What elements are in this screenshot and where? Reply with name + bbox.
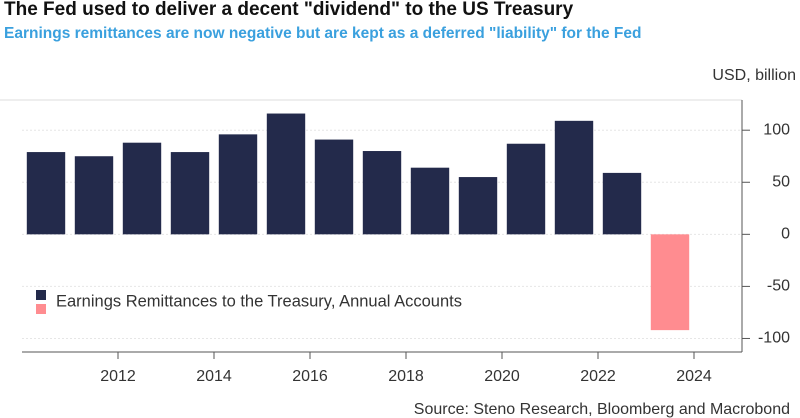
- legend-label: Earnings Remittances to the Treasury, An…: [56, 292, 462, 310]
- bar: [26, 152, 66, 235]
- x-tick-label: 2016: [292, 368, 328, 385]
- y-tick-label: 50: [772, 173, 790, 190]
- bar: [218, 134, 258, 235]
- x-tick-label: 2022: [580, 368, 616, 385]
- source: Source: Steno Research, Bloomberg and Ma…: [414, 401, 790, 418]
- x-tick-label: 2020: [484, 368, 520, 385]
- chart-title: The Fed used to deliver a decent "divide…: [4, 0, 574, 20]
- x-tick-label: 2024: [676, 368, 712, 385]
- bar: [314, 139, 354, 235]
- x-tick-label: 2018: [388, 368, 424, 385]
- bar: [458, 177, 498, 235]
- bar: [170, 152, 210, 235]
- bar: [602, 172, 642, 235]
- bar: [362, 151, 402, 235]
- y-tick-label: 100: [763, 121, 790, 138]
- bar: [554, 120, 594, 235]
- bar: [506, 143, 546, 235]
- legend-swatch: [36, 304, 46, 314]
- bar: [650, 234, 690, 331]
- chart-subtitle: Earnings remittances are now negative bu…: [4, 25, 641, 42]
- x-tick-label: 2014: [196, 368, 232, 385]
- x-tick-label: 2012: [100, 368, 136, 385]
- y-tick-label: -100: [758, 330, 790, 347]
- bar: [122, 142, 162, 235]
- bar: [74, 156, 114, 235]
- bar: [266, 113, 306, 235]
- y-tick-label: -50: [767, 278, 790, 295]
- y-axis-label: USD, billion: [712, 67, 796, 84]
- legend-swatch: [36, 290, 46, 300]
- bar: [410, 167, 450, 235]
- y-tick-label: 0: [781, 226, 790, 243]
